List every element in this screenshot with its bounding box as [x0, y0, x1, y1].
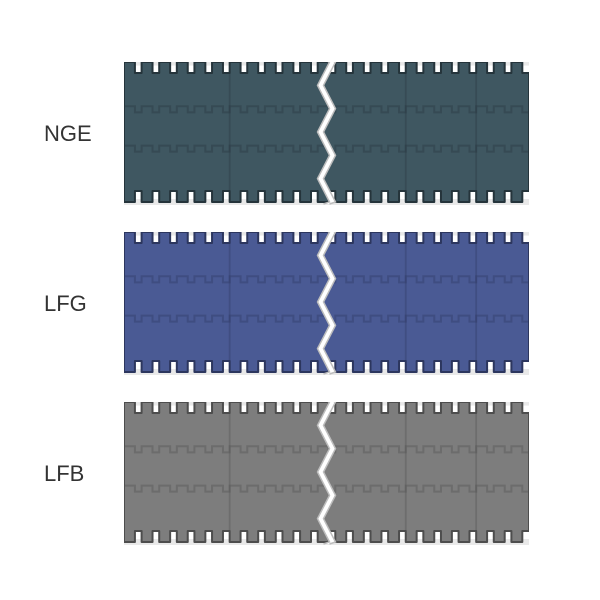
belt-row-lfg: LFG — [0, 232, 600, 372]
belt-graphic-lfg — [124, 232, 529, 378]
belt-row-lfb: LFB — [0, 402, 600, 542]
belt-graphic-nge — [124, 62, 529, 208]
belt-row-nge: NGE — [0, 62, 600, 202]
belt-color-diagram: NGE LFG LFB — [0, 0, 600, 600]
belt-graphic-lfb — [124, 402, 529, 548]
